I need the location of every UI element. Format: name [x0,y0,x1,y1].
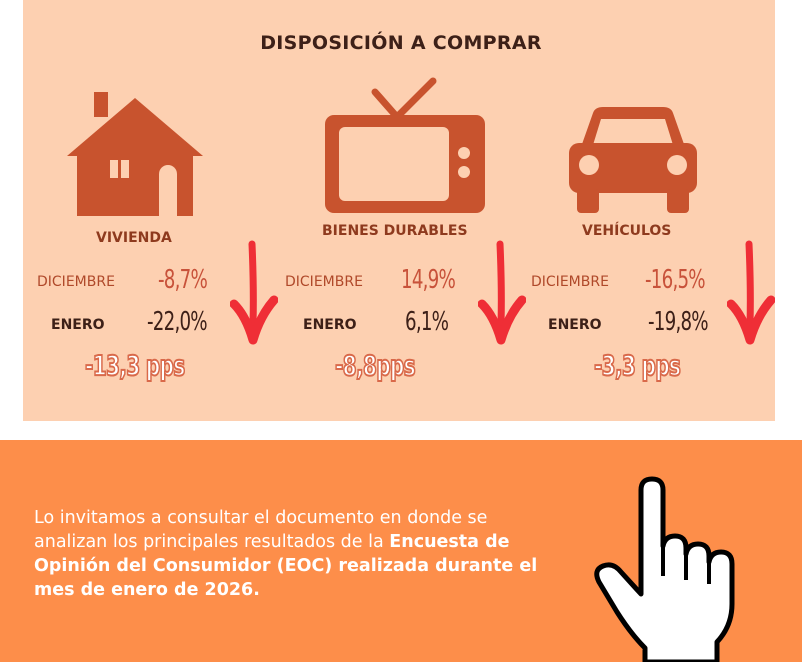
category-label-bienes-durables: BIENES DURABLES [322,223,468,239]
january-value: -19,8% [648,307,709,337]
december-value: -8,7% [158,265,208,295]
december-value: 14,9% [401,265,456,295]
down-arrow-icon [230,240,278,345]
invitation-text[interactable]: Lo invitamos a consultar el documento en… [34,506,564,602]
car-icon [569,107,697,213]
down-arrow-icon [727,240,775,345]
category-label-vivienda: VIVIENDA [96,230,172,246]
invitation-text-bold: Encuesta de Opinión del Consumidor (EOC)… [34,532,538,600]
january-label: ENERO [303,317,357,333]
category-label-vehiculos: VEHÍCULOS [582,223,672,239]
january-label: ENERO [51,317,105,333]
tv-icon [325,77,485,213]
december-label: DICIEMBRE [285,274,363,290]
december-value: -16,5% [645,265,706,295]
january-value: 6,1% [405,307,449,337]
down-arrow-icon [478,240,526,345]
december-label: DICIEMBRE [37,274,115,290]
invitation-text-plain: Lo invitamos a consultar el documento en… [34,508,488,552]
january-label: ENERO [548,317,602,333]
december-label: DICIEMBRE [531,274,609,290]
change-pps: -13,3 pps [84,348,186,383]
change-pps: -3,3 pps [593,348,681,383]
panel-title: DISPOSICIÓN A COMPRAR [260,32,542,54]
change-pps: -8,8pps [334,348,416,383]
january-value: -22,0% [147,307,208,337]
pointing-hand-icon[interactable] [593,476,753,662]
house-icon [67,92,203,216]
